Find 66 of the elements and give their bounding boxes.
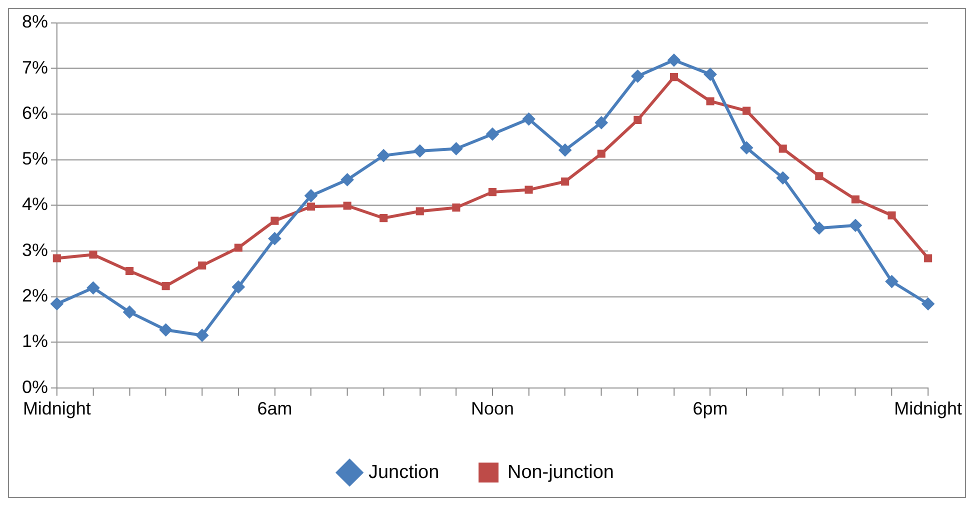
point [196, 328, 209, 342]
point [416, 207, 424, 216]
point [486, 128, 499, 141]
point [594, 116, 608, 130]
y-tick-label: 3% [22, 240, 48, 260]
point [740, 141, 754, 154]
point [377, 149, 390, 162]
x-tick-label: Midnight [22, 398, 91, 419]
point [198, 262, 206, 270]
point [631, 70, 644, 83]
x-tick-label: Noon [471, 398, 514, 419]
point [742, 106, 751, 115]
point [452, 204, 460, 212]
point [848, 218, 862, 232]
legend-label: Junction [368, 462, 440, 483]
point [558, 144, 572, 157]
point [667, 54, 680, 67]
point [922, 297, 935, 310]
point [52, 254, 61, 262]
point [776, 171, 790, 184]
point [488, 188, 497, 196]
point [89, 250, 98, 259]
point [597, 150, 606, 158]
point [306, 202, 316, 211]
point [162, 282, 170, 290]
point [815, 172, 824, 180]
point [670, 73, 678, 82]
point [561, 178, 570, 186]
point [888, 211, 896, 220]
point [413, 144, 426, 158]
point [50, 297, 64, 310]
x-tick-label: 6pm [692, 398, 728, 419]
point [924, 254, 932, 262]
point [125, 266, 134, 276]
y-tick-label: 4% [22, 194, 48, 214]
point [524, 186, 533, 194]
point [812, 222, 826, 235]
point [450, 142, 463, 156]
y-tick-label: 1% [22, 331, 48, 352]
point [634, 116, 642, 124]
y-tick-label: 0% [22, 376, 48, 397]
point [270, 216, 279, 225]
point [885, 275, 898, 288]
x-tick-label: Midnight [894, 398, 962, 419]
point [778, 144, 787, 153]
point [123, 306, 136, 319]
point [234, 244, 242, 252]
y-tick-label: 5% [22, 148, 48, 169]
point [340, 173, 354, 186]
point [86, 281, 100, 294]
point [706, 97, 714, 106]
y-tick-label: 2% [22, 286, 48, 306]
point [704, 68, 717, 81]
point [522, 112, 536, 126]
point [851, 195, 860, 204]
point [343, 202, 352, 210]
point [232, 280, 245, 294]
point [159, 323, 172, 336]
y-tick-label: 6% [22, 102, 48, 123]
y-tick-label: 8% [22, 12, 48, 32]
point [304, 189, 318, 202]
point [380, 214, 388, 222]
y-tick-label: 7% [22, 57, 48, 78]
x-tick-label: 6am [257, 398, 292, 419]
legend-label: Non-junction [508, 462, 614, 483]
point [268, 232, 282, 246]
